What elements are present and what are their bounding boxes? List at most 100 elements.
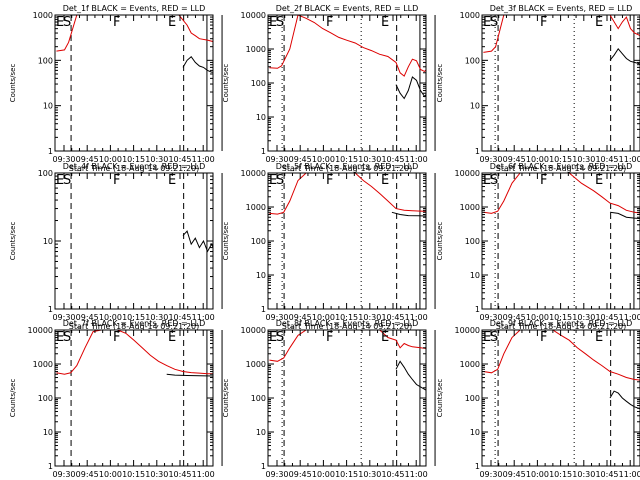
- x-tick-label: 10:30: [145, 313, 168, 322]
- x-tick-label: 10:30: [572, 155, 595, 164]
- y-tick-label: 1: [48, 462, 53, 471]
- x-tick-label: 09:30: [479, 470, 502, 479]
- x-tick-label: 09:30: [52, 313, 75, 322]
- x-tick-label: 10:45: [168, 470, 191, 479]
- x-tick-label: 09:45: [503, 155, 526, 164]
- x-tick-label: 10:15: [335, 155, 358, 164]
- x-tick-label: 10:00: [312, 470, 335, 479]
- region-letter: S: [490, 15, 498, 30]
- region-letter: E: [483, 173, 491, 188]
- y-tick-label: 1: [48, 305, 53, 314]
- x-tick-label: 10:00: [99, 155, 122, 164]
- events-series-line: [609, 47, 640, 65]
- region-letter: S: [276, 15, 284, 30]
- x-tick-label: 09:45: [76, 313, 99, 322]
- x-tick-label: 10:15: [335, 470, 358, 479]
- region-letter: F: [540, 15, 547, 30]
- panel-title: Det_1f BLACK = Events, RED = LLD: [63, 4, 206, 13]
- x-tick-label: 09:30: [265, 155, 288, 164]
- x-tick-label: 09:30: [479, 155, 502, 164]
- x-tick-label: 10:30: [145, 155, 168, 164]
- y-tick-label: 10: [256, 271, 266, 280]
- x-tick-label: 10:15: [549, 155, 572, 164]
- x-tick-label: 10:15: [335, 313, 358, 322]
- region-letter: F: [113, 330, 120, 345]
- region-letter: E: [168, 173, 176, 188]
- x-tick-label: 10:00: [99, 470, 122, 479]
- y-tick-label: 1000: [246, 203, 266, 212]
- region-letter: S: [276, 173, 284, 188]
- events-series-line: [609, 211, 640, 220]
- x-tick-label: 09:45: [76, 155, 99, 164]
- plot-frame: [481, 172, 640, 310]
- y-axis-label: Counts/sec: [9, 222, 17, 261]
- x-axis-label: Start Time (18-Aug-14 09:21:20): [69, 164, 200, 173]
- y-axis-label: Counts/sec: [222, 64, 230, 103]
- x-tick-label: 10:45: [381, 313, 404, 322]
- region-letter: E: [381, 173, 389, 188]
- y-tick-label: 10: [470, 271, 480, 280]
- plot-frame: [54, 329, 214, 467]
- lld-series-line: [56, 330, 213, 375]
- x-tick-label: 11:00: [405, 155, 428, 164]
- x-tick-label: 11:00: [619, 313, 640, 322]
- y-tick-label: 1: [475, 305, 480, 314]
- x-tick-label: 10:15: [122, 155, 145, 164]
- y-tick-label: 1000: [33, 11, 53, 20]
- x-tick-label: 10:30: [358, 470, 381, 479]
- y-tick-label: 1000: [246, 45, 266, 54]
- region-letter: E: [56, 15, 64, 30]
- x-tick-label: 11:00: [405, 313, 428, 322]
- x-tick-label: 10:45: [168, 155, 191, 164]
- x-tick-label: 10:45: [381, 470, 404, 479]
- region-letter: E: [595, 330, 603, 345]
- panel-title: Det_9f BLACK = Events, RED = LLD: [490, 319, 633, 328]
- y-tick-label: 10: [43, 428, 53, 437]
- region-letter: F: [326, 330, 333, 345]
- x-tick-label: 10:15: [549, 470, 572, 479]
- x-tick-label: 10:45: [595, 313, 618, 322]
- x-tick-label: 11:00: [405, 470, 428, 479]
- y-tick-label: 100: [465, 237, 480, 246]
- x-tick-label: 10:00: [312, 313, 335, 322]
- y-tick-label: 10000: [241, 11, 266, 20]
- x-tick-label: 10:45: [595, 470, 618, 479]
- y-tick-label: 10: [470, 428, 480, 437]
- x-tick-label: 10:00: [99, 313, 122, 322]
- events-series-line: [609, 390, 640, 410]
- region-letter: E: [483, 330, 491, 345]
- y-tick-label: 10: [256, 428, 266, 437]
- lld-series-line: [483, 330, 640, 381]
- x-tick-label: 09:45: [289, 470, 312, 479]
- y-tick-label: 1000: [33, 360, 53, 369]
- lld-series-line: [269, 330, 426, 362]
- x-tick-label: 10:00: [312, 155, 335, 164]
- events-series-line: [395, 360, 426, 391]
- x-tick-label: 09:30: [52, 470, 75, 479]
- plot-frame: [54, 172, 214, 310]
- y-tick-label: 10: [256, 113, 266, 122]
- y-tick-label: 100: [465, 56, 480, 65]
- y-tick-label: 1: [48, 147, 53, 156]
- y-tick-label: 1: [475, 462, 480, 471]
- plot-frame: [267, 14, 427, 152]
- x-tick-label: 09:45: [503, 313, 526, 322]
- lld-series-line: [269, 15, 426, 77]
- lld-series-line: [483, 173, 640, 214]
- x-tick-label: 10:30: [358, 155, 381, 164]
- panel-title: Det_3f BLACK = Events, RED = LLD: [490, 4, 633, 13]
- panel-title: Det_4f BLACK = Events, RED = LLD: [63, 162, 206, 171]
- panel-title: Det_2f BLACK = Events, RED = LLD: [276, 4, 419, 13]
- x-tick-label: 10:45: [381, 155, 404, 164]
- x-tick-label: 11:00: [192, 313, 215, 322]
- region-letter: E: [381, 15, 389, 30]
- events-series-line: [391, 211, 426, 217]
- x-tick-label: 09:30: [265, 470, 288, 479]
